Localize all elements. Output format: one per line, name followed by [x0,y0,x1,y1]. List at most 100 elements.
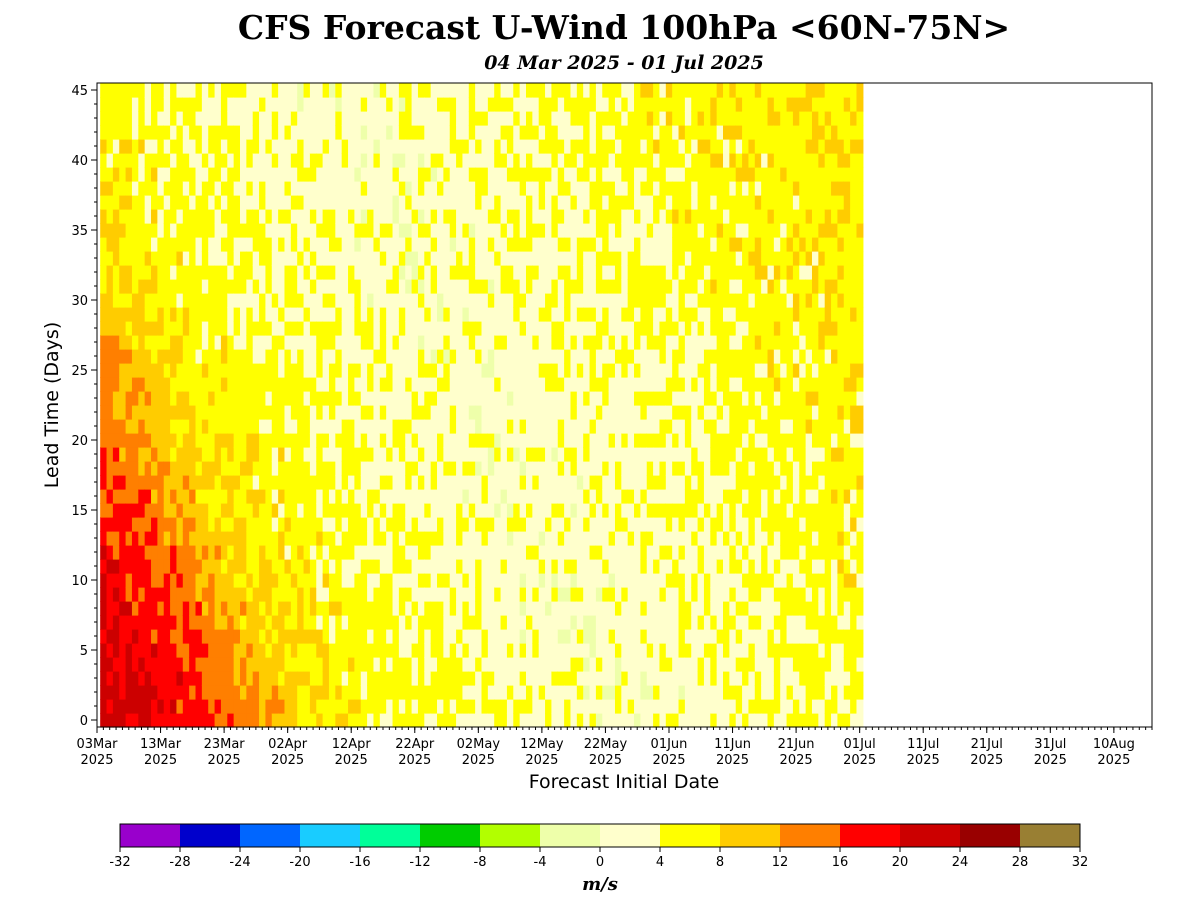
heatmap-cell [468,433,476,448]
heatmap-cell [405,181,413,196]
heatmap-cell [742,587,750,602]
heatmap-cell [151,265,158,280]
heatmap-cell [646,433,654,448]
heatmap-cell [500,209,508,224]
heatmap-cell [271,223,279,238]
heatmap-cell [252,293,260,308]
heatmap-cell [564,83,572,98]
heatmap-cell [398,349,406,364]
heatmap-cell [392,363,400,378]
heatmap-cell [653,601,661,616]
heatmap-cell [278,461,286,476]
heatmap-cell [602,251,610,266]
heatmap-cell [456,321,464,336]
heatmap-cell [182,615,190,630]
heatmap-cell [634,279,641,294]
heatmap-cell [532,153,540,168]
heatmap-cell [697,503,705,518]
heatmap-cell [379,83,387,98]
heatmap-cell [131,83,139,98]
heatmap-cell [742,321,750,336]
heatmap-cell [602,293,610,308]
heatmap-cell [405,433,413,448]
heatmap-cell [754,307,762,322]
heatmap-cell [538,349,546,364]
heatmap-cell [525,83,533,98]
heatmap-cell [557,307,565,322]
heatmap-cell [297,461,305,476]
heatmap-cell [703,265,711,280]
heatmap-cell [576,265,584,280]
heatmap-cell [557,195,565,210]
heatmap-cell [653,223,661,238]
heatmap-cell [119,139,127,154]
heatmap-cell [481,167,489,182]
heatmap-cell [608,279,616,294]
heatmap-cell [290,167,298,182]
heatmap-cell [564,559,572,574]
heatmap-cell [227,139,235,154]
heatmap-cell [449,363,457,378]
heatmap-cell [328,545,336,560]
heatmap-cell [761,167,769,182]
heatmap-cell [665,377,673,392]
heatmap-cell [151,699,158,714]
heatmap-cell [506,699,514,714]
heatmap-cell [271,587,279,602]
heatmap-cell [716,139,724,154]
heatmap-cell [106,321,114,336]
heatmap-cell [176,97,184,112]
heatmap-cell [348,391,355,406]
heatmap-cell [278,685,286,700]
heatmap-cell [131,503,139,518]
heatmap-cell [506,461,514,476]
heatmap-cell [494,83,502,98]
heatmap-cell [545,363,553,378]
heatmap-cell [748,447,756,462]
heatmap-cell [710,489,718,504]
heatmap-cell [163,615,171,630]
heatmap-cell [125,363,133,378]
heatmap-cell [703,111,711,126]
heatmap-cell [100,405,108,420]
heatmap-cell [462,293,470,308]
heatmap-cell [640,223,648,238]
heatmap-cell [328,195,336,210]
heatmap-cell [430,265,438,280]
heatmap-cell [119,97,127,112]
heatmap-cell [761,573,769,588]
heatmap-cell [780,601,788,616]
heatmap-cell [608,629,616,644]
heatmap-cell [443,321,451,336]
heatmap-cell [348,475,355,490]
heatmap-cell [551,181,559,196]
heatmap-cell [672,447,680,462]
heatmap-cell [398,559,406,574]
heatmap-cell [621,587,629,602]
heatmap-cell [583,167,591,182]
heatmap-cell [672,475,680,490]
heatmap-cell [271,293,279,308]
heatmap-cell [233,251,241,266]
heatmap-cell [284,265,292,280]
heatmap-cell [430,335,438,350]
heatmap-cell [710,419,718,434]
heatmap-cell [665,363,673,378]
heatmap-cell [182,167,190,182]
heatmap-cell [106,223,114,238]
heatmap-cell [214,713,222,728]
heatmap-cell [449,615,457,630]
heatmap-cell [405,587,413,602]
heatmap-cell [170,587,178,602]
heatmap-cell [386,699,394,714]
heatmap-cell [322,111,330,126]
heatmap-cell [506,601,514,616]
heatmap-cell [227,461,235,476]
heatmap-cell [640,83,648,98]
heatmap-cell [341,671,349,686]
heatmap-cell [697,377,705,392]
heatmap-cell [449,391,457,406]
heatmap-cell [767,517,775,532]
heatmap-cell [259,685,267,700]
heatmap-cell [443,153,451,168]
